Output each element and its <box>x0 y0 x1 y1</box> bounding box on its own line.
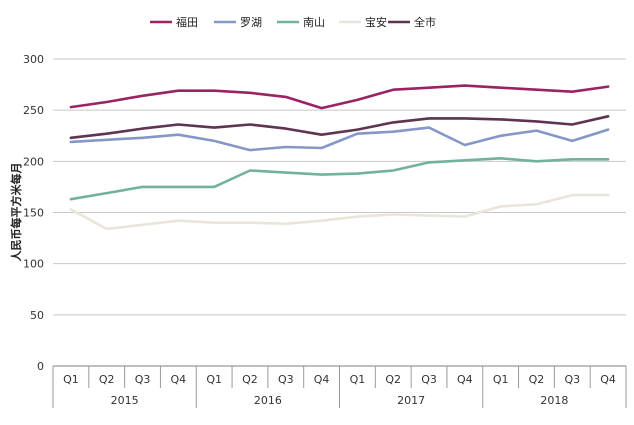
legend-label: 罗湖 <box>240 16 262 29</box>
x-tick-label-quarter: Q1 <box>493 373 509 386</box>
y-tick-label: 50 <box>30 309 44 322</box>
x-tick-label-quarter: Q4 <box>314 373 330 386</box>
x-tick-label-year: 2017 <box>397 394 425 407</box>
x-tick-label-year: 2016 <box>254 394 282 407</box>
legend-label: 南山 <box>303 16 325 29</box>
series-line <box>69 193 610 231</box>
x-tick-label-quarter: Q3 <box>135 373 151 386</box>
y-tick-label: 150 <box>23 207 44 220</box>
x-tick-label-year: 2015 <box>111 394 139 407</box>
y-tick-label: 250 <box>23 104 44 117</box>
x-tick-label-quarter: Q4 <box>171 373 187 386</box>
x-tick-label-quarter: Q2 <box>242 373 258 386</box>
x-tick-label-quarter: Q3 <box>278 373 294 386</box>
x-tick-label-quarter: Q3 <box>421 373 437 386</box>
y-tick-label: 100 <box>23 258 44 271</box>
x-tick-label-quarter: Q1 <box>206 373 222 386</box>
x-tick-label-quarter: Q1 <box>350 373 366 386</box>
x-tick-label-quarter: Q2 <box>529 373 545 386</box>
y-axis-label: 人民币每平方米每月 <box>9 163 23 262</box>
series-line <box>69 84 610 110</box>
series-line <box>69 157 610 201</box>
x-tick-label-quarter: Q4 <box>457 373 473 386</box>
x-tick-label-year: 2018 <box>540 394 568 407</box>
legend-label: 福田 <box>176 15 198 29</box>
y-tick-label: 300 <box>23 53 44 66</box>
x-tick-label-quarter: Q1 <box>63 373 79 386</box>
x-tick-label-quarter: Q3 <box>564 373 580 386</box>
y-tick-label: 0 <box>37 360 44 373</box>
x-tick-label-quarter: Q2 <box>385 373 401 386</box>
y-tick-label: 200 <box>23 155 44 168</box>
series-line <box>69 126 610 152</box>
legend-label: 全市 <box>414 15 436 29</box>
legend-label: 宝安 <box>365 15 387 29</box>
series-line <box>69 115 610 140</box>
x-tick-label-quarter: Q4 <box>600 373 616 386</box>
x-tick-label-quarter: Q2 <box>99 373 115 386</box>
